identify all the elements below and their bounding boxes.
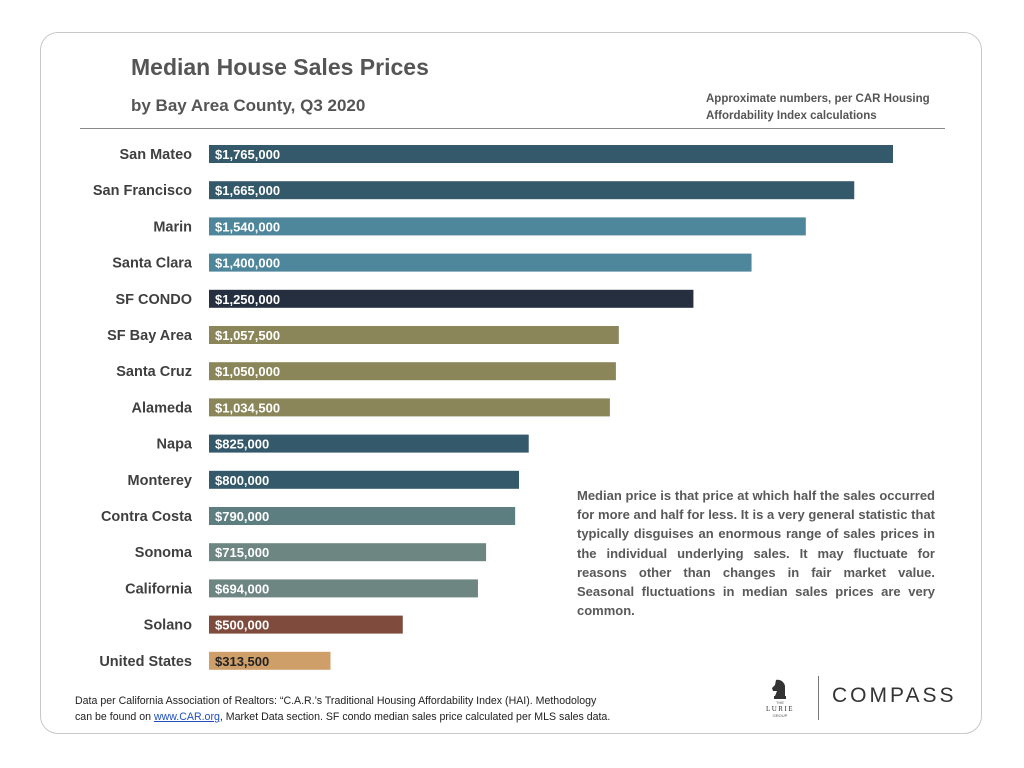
category-label-santa-cruz: Santa Cruz <box>116 364 192 380</box>
source-note: Approximate numbers, per CAR Housing Aff… <box>706 91 930 125</box>
header-divider <box>80 128 945 129</box>
bar-united-states <box>209 651 331 670</box>
bar-napa <box>209 434 529 453</box>
chart-subtitle: by Bay Area County, Q3 2020 <box>131 96 366 115</box>
bar-san-francisco <box>209 181 855 200</box>
value-label-united-states: $313,500 <box>215 654 269 669</box>
footer-line-2-pre: can be found on <box>75 711 154 723</box>
bar-monterey <box>209 470 520 489</box>
value-label-california: $694,000 <box>215 581 269 596</box>
category-label-sf-condo: SF CONDO <box>115 292 192 308</box>
logo-divider <box>818 676 819 720</box>
category-label-sf-bay-area: SF Bay Area <box>107 328 193 344</box>
category-label-santa-clara: Santa Clara <box>112 256 193 272</box>
lurie-group-logo: THE LURIE GROUP <box>766 679 794 718</box>
category-label-marin: Marin <box>153 219 192 235</box>
lurie-wordmark: LURIE <box>766 705 794 713</box>
value-label-monterey: $800,000 <box>215 473 269 488</box>
value-label-sf-bay-area: $1,057,500 <box>215 328 280 343</box>
footer-line-2: can be found on www.CAR.org, Market Data… <box>75 709 610 725</box>
compass-logo: COMPASS <box>832 684 957 707</box>
bar-contra-costa <box>209 507 516 525</box>
bar-sonoma <box>209 543 487 562</box>
value-label-marin: $1,540,000 <box>215 219 280 234</box>
median-price-description: Median price is that price at which half… <box>577 488 935 619</box>
bar-santa-cruz <box>209 362 616 381</box>
bar-santa-clara <box>209 253 752 272</box>
category-label-alameda: Alameda <box>132 400 193 416</box>
bar-san-mateo <box>209 145 893 163</box>
car-website-link[interactable]: www.CAR.org <box>153 711 220 723</box>
footer-source: Data per California Association of Realt… <box>75 693 610 725</box>
source-note-line-1: Approximate numbers, per CAR Housing <box>706 93 930 105</box>
category-label-napa: Napa <box>157 437 193 453</box>
value-label-san-francisco: $1,665,000 <box>215 183 280 198</box>
category-label-contra-costa: Contra Costa <box>101 509 193 525</box>
value-label-santa-clara: $1,400,000 <box>215 256 280 271</box>
value-label-solano: $500,000 <box>215 618 269 633</box>
lurie-small-bottom: GROUP <box>773 713 788 718</box>
category-label-sonoma: Sonoma <box>135 545 193 561</box>
source-note-line-2: Affordability Index calculations <box>706 110 877 122</box>
chart-title: Median House Sales Prices <box>131 54 429 80</box>
footer-line-1: Data per California Association of Realt… <box>75 695 597 707</box>
bar-alameda <box>209 398 610 417</box>
value-label-contra-costa: $790,000 <box>215 509 269 524</box>
value-label-san-mateo: $1,765,000 <box>215 147 280 162</box>
value-label-alameda: $1,034,500 <box>215 400 280 415</box>
value-label-sonoma: $715,000 <box>215 545 269 560</box>
category-label-solano: Solano <box>144 618 192 634</box>
value-label-santa-cruz: $1,050,000 <box>215 364 280 379</box>
bar-sf-condo <box>209 289 694 308</box>
footer-line-2-post: , Market Data section. SF condo median s… <box>219 711 611 723</box>
category-label-united-states: United States <box>99 654 192 670</box>
bar-marin <box>209 217 806 236</box>
category-label-san-mateo: San Mateo <box>119 147 192 163</box>
bar-solano <box>209 615 403 634</box>
value-label-sf-condo: $1,250,000 <box>215 292 280 307</box>
chess-knight-icon <box>772 679 786 699</box>
category-label-monterey: Monterey <box>128 473 192 489</box>
bar-sf-bay-area <box>209 326 619 344</box>
category-label-san-francisco: San Francisco <box>93 183 192 199</box>
bar-california <box>209 579 478 598</box>
value-label-napa: $825,000 <box>215 437 269 452</box>
lurie-small-top: THE <box>776 700 784 705</box>
category-label-california: California <box>125 581 193 597</box>
